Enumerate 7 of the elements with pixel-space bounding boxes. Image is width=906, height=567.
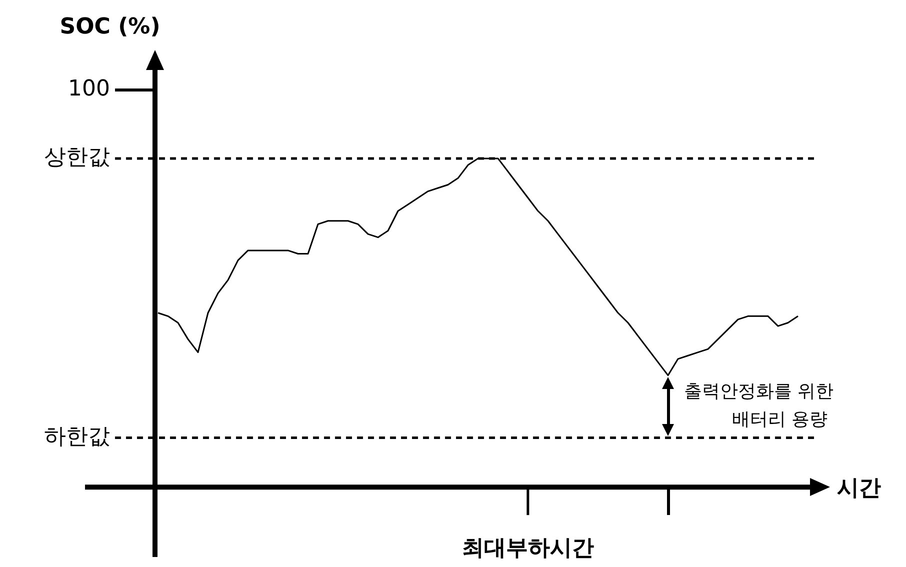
text: SOC (%) bbox=[60, 14, 160, 40]
annotation: 출력안정화를 위한 배터리 용량 bbox=[684, 381, 834, 430]
ref-line-label: 상한값 bbox=[44, 145, 110, 170]
text: 최대부하시간 bbox=[462, 536, 594, 561]
x-axis-title: 시간 bbox=[837, 476, 881, 501]
text: 100 bbox=[68, 76, 110, 102]
ref-line-label: 하한값 bbox=[44, 424, 110, 450]
